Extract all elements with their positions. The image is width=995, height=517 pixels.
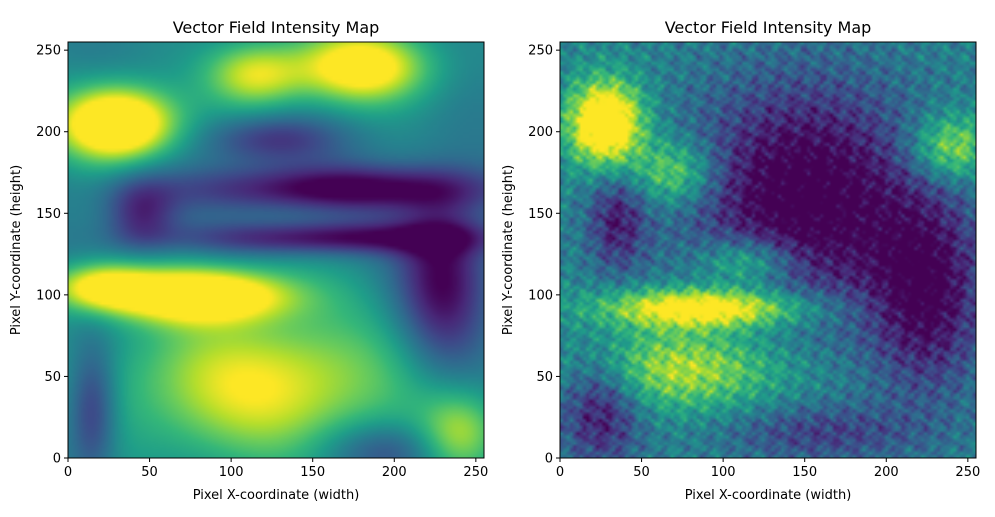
- x-axis-label: Pixel X-coordinate (width): [193, 488, 360, 503]
- chart-title: Vector Field Intensity Map: [173, 18, 380, 37]
- x-tick-label: 50: [141, 465, 158, 480]
- y-tick-label: 250: [36, 44, 61, 59]
- x-axis-label: Pixel X-coordinate (width): [685, 488, 852, 503]
- y-tick-label: 50: [44, 370, 61, 385]
- x-tick-label: 50: [633, 465, 650, 480]
- y-axis-label: Pixel Y-coordinate (height): [9, 165, 24, 335]
- y-tick-label: 150: [36, 207, 61, 222]
- x-tick-label: 0: [64, 465, 72, 480]
- heatmap-image: [560, 42, 976, 458]
- x-tick-label: 0: [556, 465, 564, 480]
- axes-frame: [67, 41, 485, 459]
- y-tick-label: 0: [545, 452, 553, 467]
- y-tick-label: 100: [36, 288, 61, 303]
- y-tick-label: 50: [536, 370, 553, 385]
- y-axis-label: Pixel Y-coordinate (height): [501, 165, 516, 335]
- x-tick-label: 100: [711, 465, 736, 480]
- heatmap-image: [68, 42, 484, 458]
- x-tick-label: 250: [955, 465, 980, 480]
- x-tick-label: 150: [792, 465, 817, 480]
- chart-title: Vector Field Intensity Map: [665, 18, 872, 37]
- x-tick-label: 250: [463, 465, 488, 480]
- x-tick-label: 150: [300, 465, 325, 480]
- y-tick-label: 0: [53, 452, 61, 467]
- axes-frame: [559, 41, 977, 459]
- y-tick-label: 200: [528, 125, 553, 140]
- heatmap-panel-left: 0 50 100 150 200 250 0 50 100 150 200 250 Vector Fie…: [9, 18, 488, 503]
- heatmap-panel-right: 0 50 100 150 200 250 0 50 100 150 200 250 Vector Fie…: [501, 18, 980, 503]
- x-tick-label: 200: [382, 465, 407, 480]
- y-tick-label: 100: [528, 288, 553, 303]
- x-tick-label: 100: [219, 465, 244, 480]
- y-tick-label: 150: [528, 207, 553, 222]
- x-tick-label: 200: [874, 465, 899, 480]
- y-tick-label: 200: [36, 125, 61, 140]
- y-tick-label: 250: [528, 44, 553, 59]
